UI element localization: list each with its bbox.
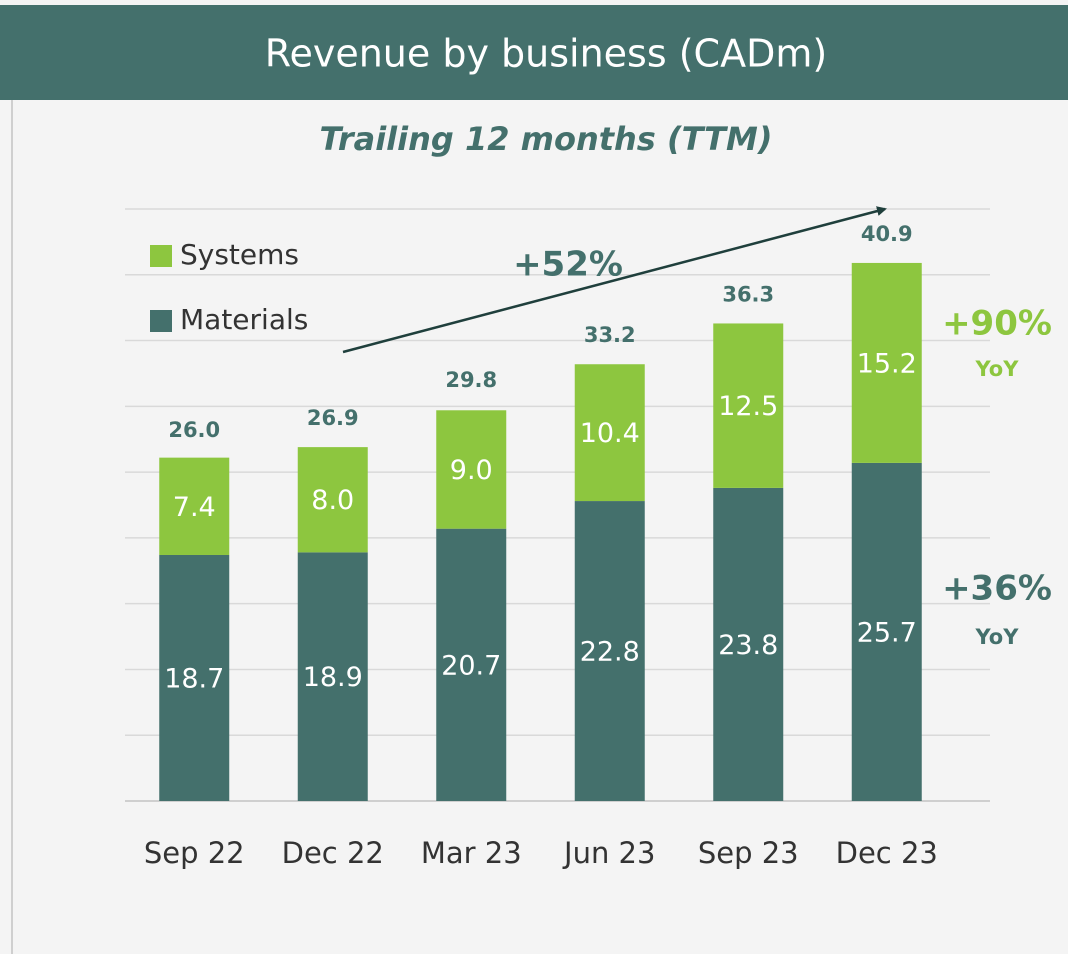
data-label: 20.7 [441, 650, 501, 681]
growth-annotation: +52% [513, 245, 623, 285]
bar-segment [713, 323, 784, 488]
total-label: 36.3 [722, 282, 774, 306]
x-tick-label: Mar 23 [421, 836, 522, 870]
bar-segment [574, 364, 645, 502]
x-tick-label: Dec 23 [836, 836, 938, 870]
total-label: 26.0 [168, 418, 220, 442]
header-band [0, 5, 1068, 100]
plot-area: Sep 22 18.7 7.4 26.0 Dec 22 18.9 8.0 26.9 Mar 23… [125, 208, 990, 870]
total-label: 26.9 [307, 406, 359, 430]
x-tick-label: Sep 22 [144, 836, 245, 870]
x-tick-label: Sep 23 [698, 836, 799, 870]
legend-label: Systems [180, 238, 299, 271]
bar-segment [159, 457, 230, 555]
total-label: 40.9 [861, 222, 913, 246]
systems-yoy: +90% [942, 304, 1052, 344]
data-label: 10.4 [580, 418, 640, 449]
total-label: 33.2 [584, 323, 636, 347]
bar-segment [159, 554, 230, 801]
legend-label: Materials [180, 303, 308, 336]
bar-segment [851, 462, 922, 801]
data-label: 18.9 [303, 662, 363, 693]
data-label: 25.7 [857, 617, 917, 648]
data-label: 15.2 [857, 348, 917, 379]
growth-arrow [342, 206, 887, 354]
data-label: 9.0 [450, 455, 493, 486]
data-label: 18.7 [164, 663, 224, 694]
x-tick-label: Jun 23 [562, 836, 655, 870]
chart-title: Revenue by business (CADm) [265, 32, 827, 76]
data-label: 22.8 [580, 637, 640, 668]
total-label: 29.8 [445, 368, 497, 392]
systems-yoy-unit: YoY [975, 357, 1020, 381]
data-label: 23.8 [718, 630, 778, 661]
legend-swatch [150, 310, 172, 332]
data-label: 7.4 [173, 492, 216, 523]
bar-segment [713, 487, 784, 801]
bar-segment [436, 528, 507, 801]
bar-segment [574, 501, 645, 801]
data-label: 12.5 [718, 391, 778, 422]
bar-segment [436, 410, 507, 529]
bar-segment [297, 552, 368, 801]
x-tick-label: Dec 22 [282, 836, 384, 870]
bar-segment [851, 262, 922, 463]
materials-yoy-unit: YoY [975, 625, 1020, 649]
chart-subtitle: Trailing 12 months (TTM) [320, 120, 773, 158]
bar-segment [297, 447, 368, 553]
materials-yoy: +36% [942, 569, 1052, 609]
data-label: 8.0 [311, 485, 354, 516]
legend-swatch [150, 245, 172, 267]
